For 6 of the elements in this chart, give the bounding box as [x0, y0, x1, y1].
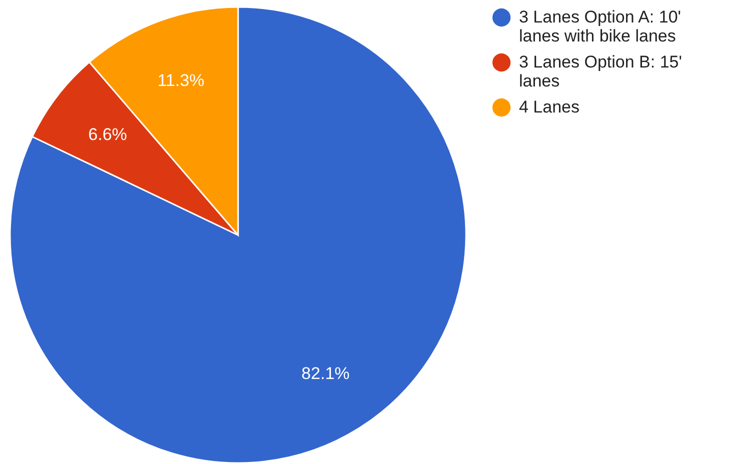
data-label: 11.3%: [157, 71, 204, 90]
data-label: 6.6%: [88, 125, 128, 144]
legend-label: 3 Lanes Option A: 10' lanes with bike lanes: [519, 8, 682, 46]
data-label: 82.1%: [301, 364, 350, 383]
legend-label: 3 Lanes Option B: 15' lanes: [519, 52, 682, 90]
legend-label: 4 Lanes: [519, 98, 580, 116]
